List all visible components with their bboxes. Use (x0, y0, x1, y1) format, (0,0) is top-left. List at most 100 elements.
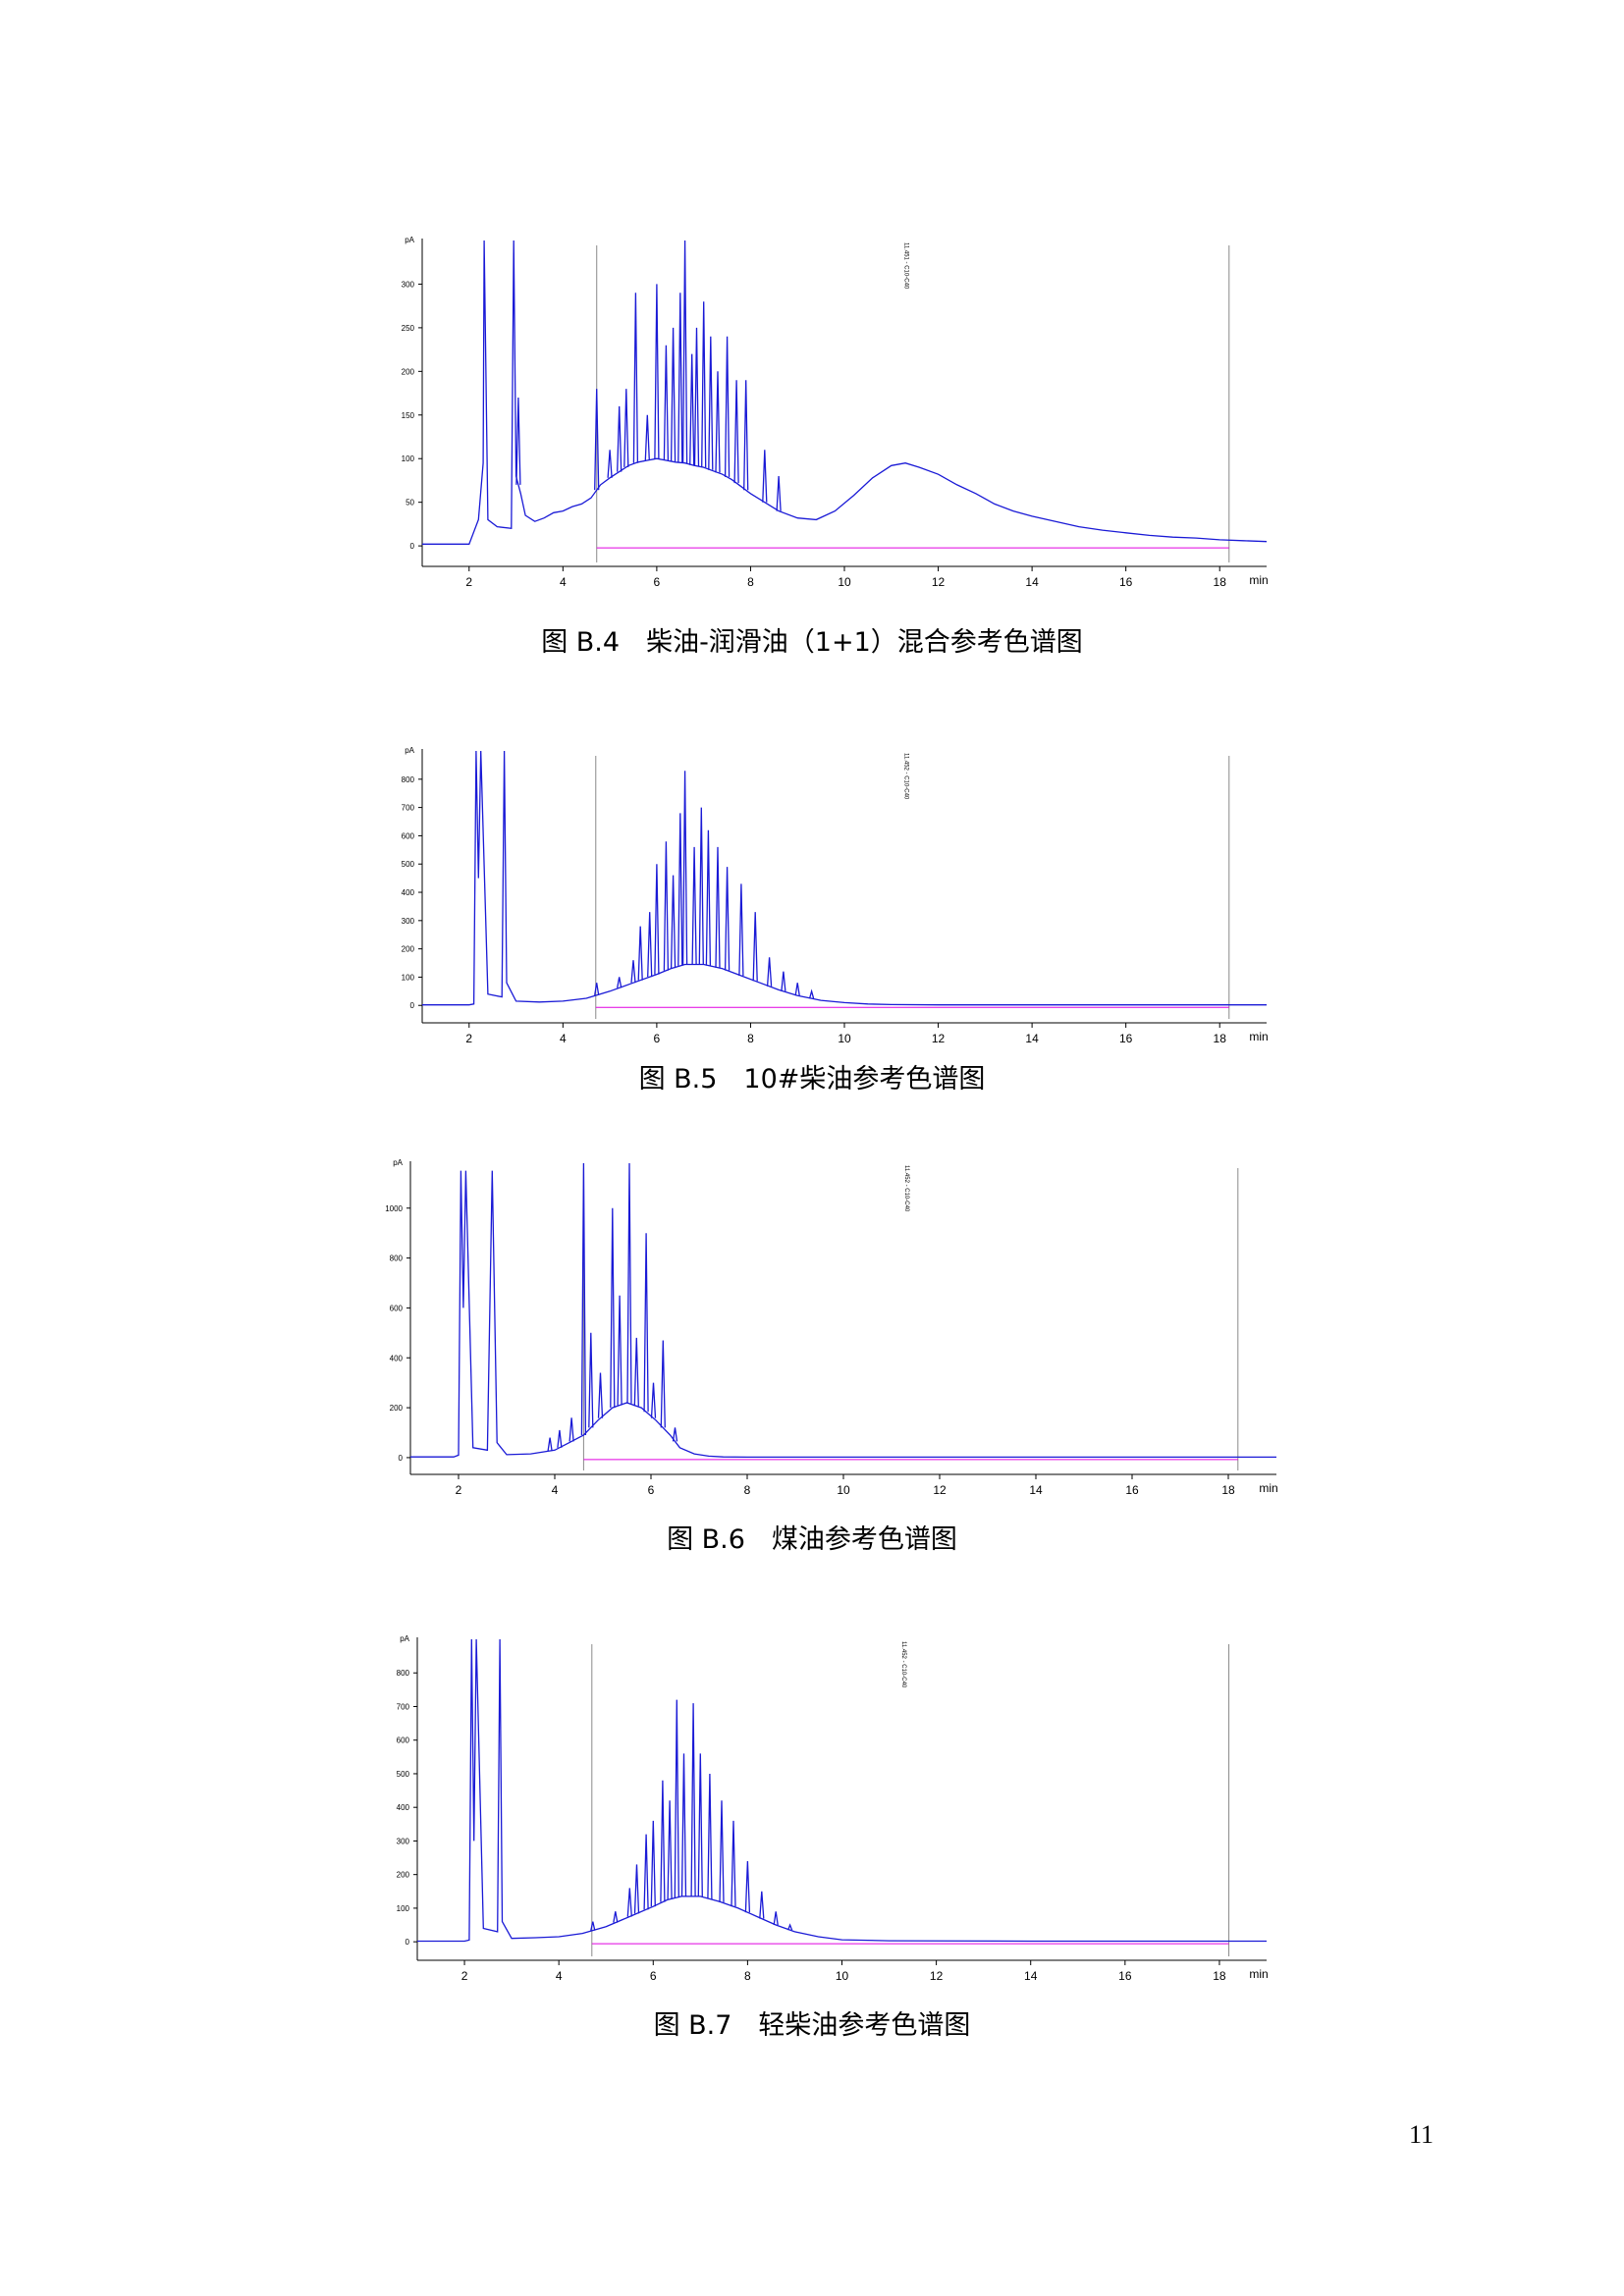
chromatogram-peak (580, 1162, 587, 1436)
y-tick-label: 0 (399, 1454, 404, 1463)
x-tick-label: 16 (1119, 575, 1133, 589)
chromatogram-peak (707, 1773, 713, 1899)
y-tick-label: 300 (402, 280, 415, 289)
x-tick-label: 12 (932, 575, 946, 589)
chromatogram-peak (588, 1332, 594, 1428)
chromatogram-peak (724, 867, 731, 971)
chromatogram-b6: 2 4 6 8 10 12 14 16 18 min 0 200 400 600 800 1000 pA 11.4… (385, 1158, 1277, 1497)
chromatogram-peak (677, 293, 683, 463)
y-tick-label: 150 (402, 411, 415, 420)
chromatogram-b7: 2 4 6 8 10 12 14 16 18 min 0 100 200 300 400 500 600 700 8… (397, 1634, 1269, 1983)
chromatogram-peak (744, 1860, 751, 1913)
chromatogram-peak (670, 875, 677, 969)
x-tick-label: 14 (1025, 575, 1039, 589)
chromatogram-peak (794, 983, 800, 996)
x-tick-label: 16 (1119, 1032, 1133, 1045)
chromatogram-peak (738, 883, 744, 977)
y-unit-label: pA (405, 746, 414, 755)
y-tick-label: 600 (402, 831, 415, 840)
chromatogram-b5: 2 4 6 8 10 12 14 16 18 min 0 100 200 300 400 500 600 700 8… (402, 746, 1269, 1045)
chromatogram-peak (672, 1427, 678, 1442)
y-unit-label: pA (393, 1158, 403, 1167)
x-tick-label: 10 (836, 1969, 849, 1983)
chromatogram-peak (781, 971, 786, 991)
chromatogram-peak (515, 397, 521, 485)
x-unit-label: min (1249, 1967, 1268, 1981)
y-tick-label: 100 (402, 973, 415, 982)
chromatogram-peak (752, 912, 758, 982)
chromatogram-peak (610, 1207, 616, 1409)
chromatogram-peak (715, 846, 721, 968)
y-tick-label: 800 (397, 1669, 410, 1678)
chromatogram-trace (410, 1170, 1276, 1459)
y-tick-label: 200 (397, 1871, 410, 1880)
chromatogram-peak (670, 327, 677, 462)
chromatogram-peak (693, 327, 700, 466)
y-tick-label: 200 (402, 367, 415, 376)
chromatogram-peak (705, 829, 712, 966)
y-tick-label: 800 (402, 775, 415, 784)
chromatogram-peak (708, 336, 714, 470)
y-tick-label: 100 (397, 1904, 410, 1913)
chromatogram-peak (660, 1340, 666, 1428)
y-tick-label: 600 (390, 1304, 404, 1312)
chromatogram-peak (654, 284, 660, 459)
chromatogram-peak (650, 1382, 657, 1418)
y-tick-label: 0 (410, 542, 415, 551)
chromatogram-peak (613, 1911, 619, 1923)
y-tick-label: 100 (402, 454, 415, 463)
x-tick-label: 4 (552, 1483, 559, 1497)
x-unit-label: min (1259, 1481, 1277, 1495)
chromatogram-peak (724, 336, 731, 477)
chromatogram-peak (719, 1800, 725, 1902)
chromatogram-peak (667, 1800, 673, 1899)
figure-caption-b4: 图 B.4 柴油-润滑油（1+1）混合参考色谱图 (541, 627, 1083, 658)
x-tick-label: 14 (1024, 1969, 1038, 1983)
chromatogram-peak (630, 960, 636, 984)
x-tick-label: 10 (838, 575, 851, 589)
chromatogram-peak (697, 1753, 703, 1896)
chromatogram-peak (643, 1834, 649, 1910)
chromatogram-peak (637, 926, 643, 981)
y-tick-label: 800 (390, 1255, 404, 1263)
x-tick-label: 6 (648, 1483, 655, 1497)
figure-caption-b5: 图 B.5 10#柴油参考色谱图 (638, 1064, 986, 1095)
y-tick-label: 700 (402, 804, 415, 813)
x-tick-label: 10 (837, 1483, 850, 1497)
chromatogram-peak (633, 1864, 640, 1914)
chromatogram-peak (633, 1337, 639, 1407)
y-tick-label: 600 (397, 1736, 410, 1745)
chromatogram-peak (776, 475, 782, 511)
chromatogram-peak (597, 1372, 604, 1418)
chromatogram-peak (617, 405, 623, 472)
x-tick-label: 2 (461, 1969, 468, 1983)
chromatogram-peak (626, 1888, 632, 1917)
integration-annotation: 11.452 - C10-C40 (902, 753, 908, 800)
chromatogram-trace (417, 1638, 1267, 1943)
chromatogram-peak (650, 1820, 656, 1907)
x-tick-label: 18 (1213, 1969, 1226, 1983)
chromatogram-peak (643, 1233, 649, 1413)
x-tick-label: 18 (1221, 1483, 1235, 1497)
x-tick-label: 12 (933, 1483, 947, 1497)
chromatogram-peak (590, 1921, 596, 1931)
y-unit-label: pA (400, 1634, 409, 1643)
chromatogram-peak (733, 380, 739, 484)
y-tick-label: 0 (410, 1001, 415, 1010)
y-unit-label: pA (405, 236, 414, 244)
x-unit-label: min (1249, 1030, 1268, 1043)
y-tick-label: 400 (402, 888, 415, 897)
x-tick-label: 8 (744, 1969, 751, 1983)
chromatogram-peak (654, 864, 660, 975)
chromatogram-peak (663, 345, 670, 461)
chromatogram-peak (547, 1437, 553, 1452)
y-tick-label: 0 (406, 1938, 410, 1947)
chromatogram-peak (681, 240, 688, 463)
chromatogram-peak (660, 1780, 666, 1902)
integration-annotation: 11.452 - C10-C40 (903, 1165, 909, 1212)
chromatogram-peak (690, 1703, 696, 1896)
y-tick-label: 400 (397, 1803, 410, 1812)
chromatogram-peak (674, 1699, 679, 1898)
y-tick-label: 200 (390, 1404, 404, 1413)
chromatogram-peak (689, 353, 695, 465)
